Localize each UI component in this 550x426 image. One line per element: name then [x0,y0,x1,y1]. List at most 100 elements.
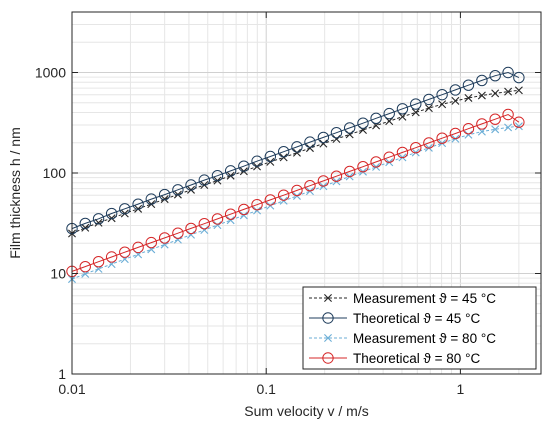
data-point [504,87,513,96]
marker-stroke [491,89,500,98]
marker-stroke [94,218,103,227]
marker-stroke [464,93,473,102]
x-axis-label: Sum velocity v / m/s [244,403,368,419]
marker-stroke [292,148,301,157]
marker-stroke [504,123,513,132]
y-tick-label: 10 [50,266,66,282]
data-point [411,108,420,117]
data-point [370,112,382,125]
data-point [79,260,91,273]
legend-box [302,286,537,370]
data-point [383,151,395,163]
data-point [424,104,433,113]
legend-marker [324,294,332,302]
axis-ticks: 0.01 0.1 1 1 10 100 1000 [35,12,541,397]
data-point [504,123,513,132]
data-point [145,193,157,205]
data-point [383,107,395,120]
series-line [71,71,520,230]
data-point [476,74,488,87]
x-tick-label: 1 [457,381,465,397]
data-point [464,130,473,139]
data-point [292,148,301,157]
data-point [357,160,369,173]
legend-entry: Measurement ϑ = 80 °C [309,331,496,346]
data-point [119,246,131,258]
marker-stroke [424,104,433,113]
data-point [476,118,488,130]
data-point [279,153,288,162]
data-point [132,198,144,210]
data-point [213,221,222,230]
data-point [477,91,486,100]
x-tick-label: 0.01 [58,381,85,397]
data-point [304,179,316,192]
data-point [158,232,171,244]
data-point [92,213,105,225]
data-point [239,211,248,220]
y-tick-label: 1000 [35,65,66,81]
marker-stroke [319,139,328,148]
data-point [343,122,356,134]
data-point [436,88,448,101]
data-point [370,156,382,168]
data-point [502,66,514,79]
data-point [92,256,105,268]
data-point [449,127,462,140]
data-point [224,208,237,220]
marker-stroke [324,294,332,302]
marker-stroke [200,226,209,234]
marker-stroke [253,206,262,215]
marker-stroke [332,135,341,143]
legend-label: Measurement ϑ = 45 °C [353,291,496,306]
marker-stroke [134,204,143,213]
data-point [436,132,448,144]
legend-label: Theoretical ϑ = 45 °C [353,311,480,326]
data-point [396,146,409,159]
x-tick-label: 0.1 [256,381,276,397]
plot-frame [71,11,542,375]
marker-stroke [239,211,248,220]
data-point [211,170,224,182]
legend-label: Measurement ϑ = 80 °C [353,331,496,346]
marker-stroke [305,144,314,153]
data-point [438,100,447,109]
data-point [264,194,277,206]
data-point [79,217,91,230]
data-point [491,125,500,134]
data-point [200,226,209,234]
data-point [410,141,422,154]
data-point [489,69,501,82]
data-point [477,127,486,136]
data-point [238,203,250,216]
data-point [343,165,356,178]
marker-stroke [279,153,288,162]
marker-stroke [107,214,116,223]
data-point [514,122,523,131]
y-tick-label: 1 [58,366,66,382]
legend-entry: Theoretical ϑ = 80 °C [309,351,480,366]
data-point [134,204,143,213]
data-point [277,145,290,158]
data-point [198,174,211,186]
marker-stroke [477,91,486,100]
marker-stroke [504,87,513,96]
legend: Measurement ϑ = 45 °C Theoretical ϑ = 45 … [302,286,537,370]
series-line [71,125,519,280]
marker-stroke [438,100,447,109]
data-point [317,175,330,187]
data-point [396,103,409,115]
data-point [513,116,525,128]
plot-series [66,66,525,284]
data-point [238,160,250,172]
series-3 [68,122,523,284]
series-line [71,89,519,234]
data-point [198,218,211,230]
marker-stroke [514,86,523,95]
data-point [277,189,290,201]
marker-stroke [398,112,407,121]
y-tick-label: 100 [43,165,67,181]
data-point [357,117,369,129]
data-point [305,144,314,153]
